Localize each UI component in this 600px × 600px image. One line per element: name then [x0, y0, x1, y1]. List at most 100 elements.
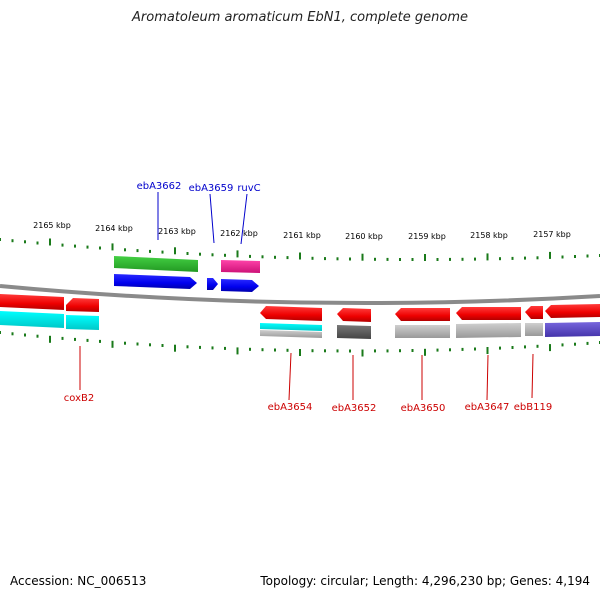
minor-tick [161, 344, 164, 347]
minor-tick [36, 334, 39, 338]
gene-label-ebA3662[interactable]: ebA3662 [137, 181, 182, 192]
gene-label-ebA3647[interactable]: ebA3647 [465, 402, 510, 413]
minor-tick [24, 240, 26, 244]
feature-purple-right[interactable] [545, 322, 600, 337]
genome-info-text: Topology: circular; Length: 4,296,230 bp… [260, 574, 590, 588]
minor-tick [161, 250, 164, 254]
gene-label-ebA3650[interactable]: ebA3650 [401, 403, 446, 414]
leader-line [486, 354, 489, 401]
minor-tick [186, 252, 189, 255]
minor-tick [386, 349, 389, 353]
cds-ebB119[interactable] [525, 306, 543, 319]
accession-text: Accession: NC_006513 [10, 574, 147, 588]
cds-ebA3654[interactable] [260, 306, 322, 321]
minor-tick [274, 348, 276, 352]
minor-tick [249, 254, 251, 258]
leader-line [209, 193, 215, 244]
minor-tick [149, 343, 151, 347]
minor-tick [86, 245, 89, 249]
minor-tick [399, 349, 401, 353]
feature-cyan-left-1[interactable] [0, 311, 64, 328]
gene-label-coxB2[interactable]: coxB2 [64, 393, 94, 404]
major-tick [174, 247, 176, 255]
minor-tick [561, 255, 564, 259]
major-tick [49, 238, 51, 246]
major-tick [299, 349, 301, 356]
minor-tick [561, 343, 564, 347]
minor-tick [199, 252, 201, 256]
feature-gray-ebB119[interactable] [525, 323, 543, 336]
cds-coxB2[interactable] [66, 298, 99, 312]
minor-tick [324, 257, 326, 261]
minor-tick [136, 249, 139, 253]
minor-tick [399, 258, 401, 261]
cds-right-edge[interactable] [545, 304, 600, 318]
cds-ebA3652[interactable] [337, 308, 371, 322]
tick-label: 2159 kbp [408, 232, 446, 241]
gene-label-ebB119[interactable]: ebB119 [514, 402, 552, 413]
minor-tick [99, 339, 101, 343]
major-tick [361, 253, 364, 261]
cds-ebA3662[interactable] [114, 274, 197, 289]
tick-label: 2163 kbp [158, 227, 196, 236]
cds-ebA3647[interactable] [456, 307, 521, 320]
minor-tick [574, 255, 576, 258]
minor-tick [511, 346, 514, 349]
cds-ebA3659[interactable] [207, 278, 218, 290]
minor-tick [411, 258, 414, 261]
gene-label-ebA3652[interactable]: ebA3652 [332, 403, 377, 414]
minor-tick [124, 248, 126, 252]
tick-label: 2164 kbp [95, 224, 133, 233]
feature-gray-ebA3647[interactable] [456, 323, 521, 338]
feature-gray-ebA3654[interactable] [260, 330, 322, 338]
minor-tick [286, 348, 289, 352]
minor-tick [274, 255, 276, 259]
minor-tick [261, 348, 264, 352]
gene-label-ruvC[interactable]: ruvC [237, 183, 260, 194]
feature-green[interactable] [114, 256, 198, 272]
minor-tick [436, 258, 439, 261]
feature-gray-ebA3650[interactable] [395, 325, 450, 338]
minor-tick [474, 347, 476, 351]
major-tick [236, 250, 239, 258]
minor-tick [449, 348, 451, 352]
minor-tick [436, 348, 439, 352]
minor-tick [286, 256, 289, 260]
major-tick [111, 243, 114, 251]
major-tick [111, 340, 114, 348]
major-tick [424, 348, 426, 356]
minor-tick [224, 346, 226, 350]
major-tick [549, 344, 551, 352]
minor-tick [386, 257, 389, 261]
minor-tick [136, 342, 139, 346]
cds-ruvC[interactable] [221, 279, 259, 292]
minor-tick [186, 345, 189, 349]
minor-tick [211, 346, 214, 350]
feature-darkgray-ebA3652[interactable] [337, 325, 371, 339]
minor-tick [449, 257, 451, 261]
leader-line [240, 193, 248, 245]
feature-cyan-ebA3654[interactable] [260, 323, 322, 331]
feature-pink[interactable] [221, 260, 260, 273]
gene-label-ebA3654[interactable]: ebA3654 [268, 402, 313, 413]
major-tick [49, 335, 51, 343]
cds-ebA3650[interactable] [395, 308, 450, 321]
feature-cyan-left-2[interactable] [66, 315, 99, 330]
gene-label-ebA3659[interactable]: ebA3659 [189, 183, 234, 194]
minor-tick [99, 246, 101, 250]
minor-tick [461, 257, 464, 261]
tick-label: 2160 kbp [345, 232, 383, 241]
minor-tick [524, 345, 526, 349]
minor-tick [249, 347, 251, 351]
minor-tick [536, 256, 539, 260]
major-tick [424, 254, 426, 261]
tick-label: 2158 kbp [470, 231, 508, 240]
minor-tick [524, 256, 526, 260]
minor-tick [474, 257, 476, 261]
cds-left-1[interactable] [0, 294, 64, 310]
inner-tick-track [0, 331, 600, 357]
minor-tick [74, 244, 76, 248]
minor-tick [61, 243, 64, 247]
major-tick [486, 253, 489, 261]
